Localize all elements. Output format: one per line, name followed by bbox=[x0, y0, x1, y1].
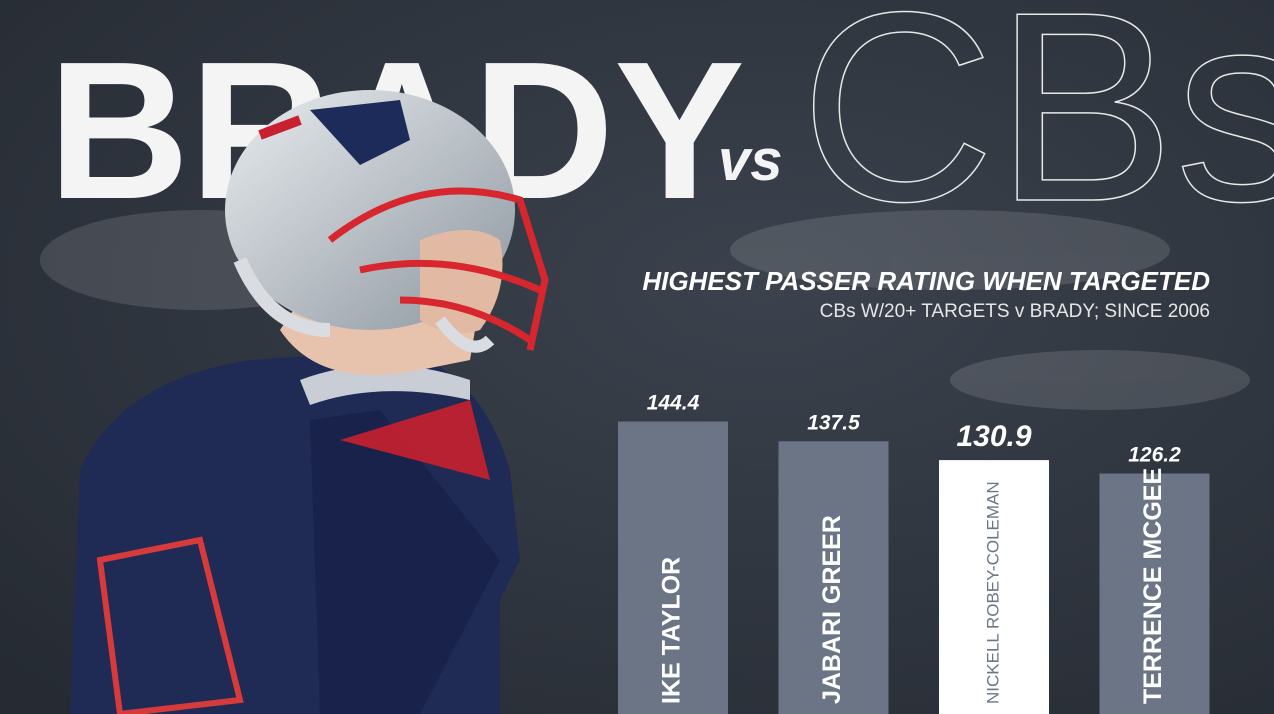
value-label: 137.5 bbox=[807, 411, 860, 434]
bar bbox=[1099, 473, 1210, 714]
category-label: JABARI GREER bbox=[818, 515, 846, 704]
bar bbox=[778, 441, 889, 714]
value-label: 130.9 bbox=[956, 420, 1031, 453]
value-label: 144.4 bbox=[647, 392, 700, 415]
value-label: 126.2 bbox=[1128, 444, 1181, 467]
chart-title: HIGHEST PASSER RATING WHEN TARGETED bbox=[642, 266, 1210, 296]
category-label: IKE TAYLOR bbox=[658, 557, 686, 704]
headline-vs: vs bbox=[718, 128, 783, 193]
headline-cbs: CBs bbox=[800, 0, 1274, 258]
bar bbox=[939, 460, 1049, 714]
bar bbox=[618, 421, 728, 714]
category-label: TERRENCE MCGEE bbox=[1139, 468, 1167, 704]
category-label: NICKELL ROBEY-COLEMAN bbox=[983, 481, 1002, 704]
chart-subtitle: CBs W/20+ TARGETS v BRADY; SINCE 2006 bbox=[820, 301, 1210, 322]
player-photo bbox=[70, 90, 549, 714]
